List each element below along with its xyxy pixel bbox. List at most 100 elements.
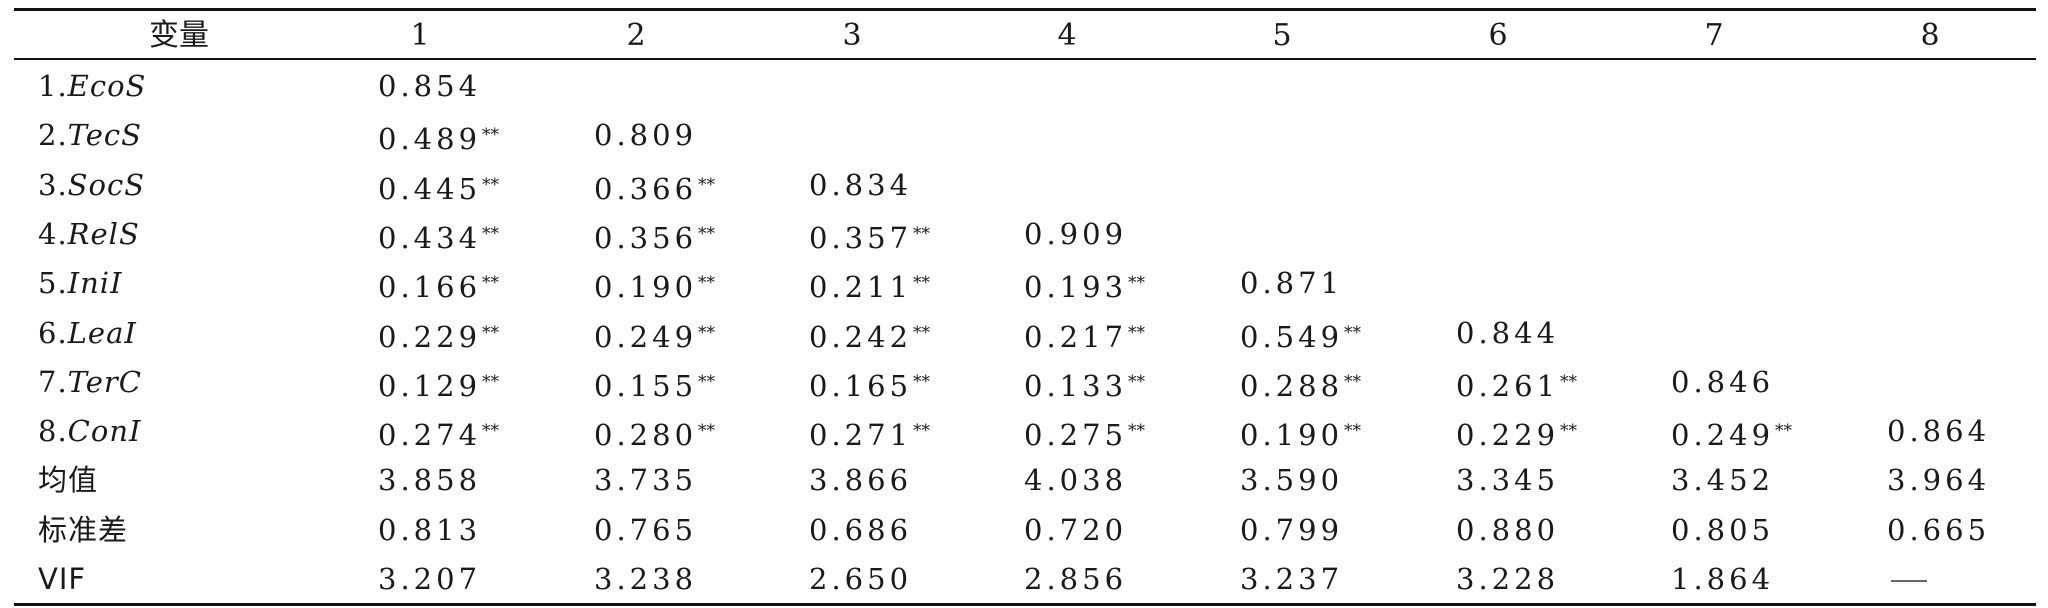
significance-marker: ** xyxy=(913,322,931,343)
significance-marker: ** xyxy=(1128,322,1146,343)
cell-value: 3.238 xyxy=(594,562,698,596)
table-cell: 0.854 xyxy=(378,61,481,111)
table-row: 标准差 0.813 0.765 0.686 0.720 0.799 0.880 0.805 0.… xyxy=(14,505,2036,555)
header-col-4: 4 xyxy=(1057,18,1077,53)
table-cell: 3.345 xyxy=(1456,455,1559,505)
cell-value: 0.799 xyxy=(1240,512,1344,547)
row-number: 3. xyxy=(38,167,68,202)
table-cell: 0.229** xyxy=(1456,406,1577,456)
table-cell: 0.765 xyxy=(594,505,697,555)
cell-value: 3.345 xyxy=(1456,463,1560,498)
table-cell: 0.229** xyxy=(378,308,499,358)
significance-marker: ** xyxy=(482,421,500,442)
cell-value: 0.229 xyxy=(378,319,482,354)
table-cell: 0.190** xyxy=(594,258,715,308)
table-cell: 0.356** xyxy=(594,209,715,259)
table-cell: 0.864 xyxy=(1887,406,1990,456)
table-cell: 0.686 xyxy=(809,505,912,555)
cell-value: 0.765 xyxy=(594,512,698,547)
table-cell: 0.366** xyxy=(594,160,715,210)
significance-marker: ** xyxy=(482,174,500,195)
cell-value: 3.866 xyxy=(809,463,913,498)
cell-value: 0.445 xyxy=(378,171,482,206)
cell-value: 0.880 xyxy=(1456,512,1560,547)
cell-value: 0.489 xyxy=(378,122,482,157)
cell-value: 0.190 xyxy=(594,270,698,305)
significance-marker: ** xyxy=(482,322,500,343)
cell-value: 0.549 xyxy=(1240,319,1344,354)
table-cell: 0.190** xyxy=(1240,406,1361,456)
cell-value: 0.720 xyxy=(1024,512,1128,547)
significance-marker: ** xyxy=(698,273,716,294)
row-number: 6. xyxy=(38,315,68,350)
cell-value: 0.190 xyxy=(1240,418,1344,453)
cell-value: 0.356 xyxy=(594,220,698,255)
cell-value: 0.846 xyxy=(1671,364,1775,399)
significance-marker: ** xyxy=(1128,273,1146,294)
table-cell: 0.834 xyxy=(809,160,912,210)
row-variable-name: TerC xyxy=(67,364,142,399)
significance-marker: ** xyxy=(1128,421,1146,442)
table-cell: 0.445** xyxy=(378,160,499,210)
cell-value: 0.366 xyxy=(594,171,698,206)
row-variable-name: 标准差 xyxy=(38,512,129,547)
cell-value: 0.805 xyxy=(1671,512,1775,547)
significance-marker: ** xyxy=(913,273,931,294)
table-cell: 0.880 xyxy=(1456,505,1559,555)
table-cell: 0.249** xyxy=(594,308,715,358)
table-row: 3.SocS 0.445** 0.366** 0.834 xyxy=(14,160,2036,210)
cell-value: 0.166 xyxy=(378,270,482,305)
not-applicable-dash xyxy=(1891,580,1927,582)
table-cell: 1.864 xyxy=(1671,554,1774,604)
table-cell: 3.964 xyxy=(1887,455,1990,505)
row-label: 2.TecS xyxy=(38,110,142,160)
header-col-6: 6 xyxy=(1488,18,1508,53)
cell-value: 0.155 xyxy=(594,368,698,403)
table-cell: 0.165** xyxy=(809,357,930,407)
cell-value: 0.854 xyxy=(378,69,482,103)
row-variable-name: EcoS xyxy=(67,69,147,103)
table-cell: 0.720 xyxy=(1024,505,1127,555)
row-label: 标准差 xyxy=(38,505,128,555)
cell-value: 0.165 xyxy=(809,368,913,403)
table-cell: 3.858 xyxy=(378,455,481,505)
cell-value: 0.274 xyxy=(378,418,482,453)
cell-value: 0.864 xyxy=(1887,414,1991,449)
table-cell: 0.129** xyxy=(378,357,499,407)
cell-value: 3.207 xyxy=(378,562,482,596)
cell-value: 0.844 xyxy=(1456,315,1560,350)
cell-value: 3.964 xyxy=(1887,463,1991,498)
header-col-5: 5 xyxy=(1272,18,1292,53)
table-header-row: 变量 1 2 3 4 5 6 7 8 xyxy=(14,11,2036,61)
cell-value: 2.856 xyxy=(1024,562,1128,596)
cell-value: 0.211 xyxy=(809,270,913,305)
significance-marker: ** xyxy=(698,322,716,343)
table-cell: 0.155** xyxy=(594,357,715,407)
cell-value: 3.590 xyxy=(1240,463,1344,498)
cell-value: 0.271 xyxy=(809,418,913,453)
significance-marker: ** xyxy=(913,421,931,442)
cell-value: 3.858 xyxy=(378,463,482,498)
table-cell: 0.211** xyxy=(809,258,930,308)
table-row: 6.LeaI 0.229** 0.249** 0.242** 0.217** 0.549*… xyxy=(14,308,2036,358)
cell-value: 0.249 xyxy=(1671,418,1775,453)
row-label: 3.SocS xyxy=(38,160,145,210)
table-cell: 0.844 xyxy=(1456,308,1559,358)
cell-value: 0.275 xyxy=(1024,418,1128,453)
table-cell: 3.452 xyxy=(1671,455,1774,505)
significance-marker: ** xyxy=(482,223,500,244)
header-col-8: 8 xyxy=(1920,18,1940,53)
cell-value: 3.452 xyxy=(1671,463,1775,498)
row-variable-name: IniI xyxy=(67,266,123,301)
row-variable-name: VIF xyxy=(38,562,87,596)
row-label: 6.LeaI xyxy=(38,308,137,358)
cell-value: 0.288 xyxy=(1240,368,1344,403)
row-label: 7.TerC xyxy=(38,357,142,407)
table-cell: 3.590 xyxy=(1240,455,1343,505)
table-cell: 0.434** xyxy=(378,209,499,259)
table-cell: 2.650 xyxy=(809,554,912,604)
table-row: 7.TerC 0.129** 0.155** 0.165** 0.133** 0.288*… xyxy=(14,357,2036,407)
table-row: 1.EcoS 0.854 xyxy=(14,61,2036,111)
cell-value: 0.261 xyxy=(1456,368,1560,403)
cell-value: 0.280 xyxy=(594,418,698,453)
